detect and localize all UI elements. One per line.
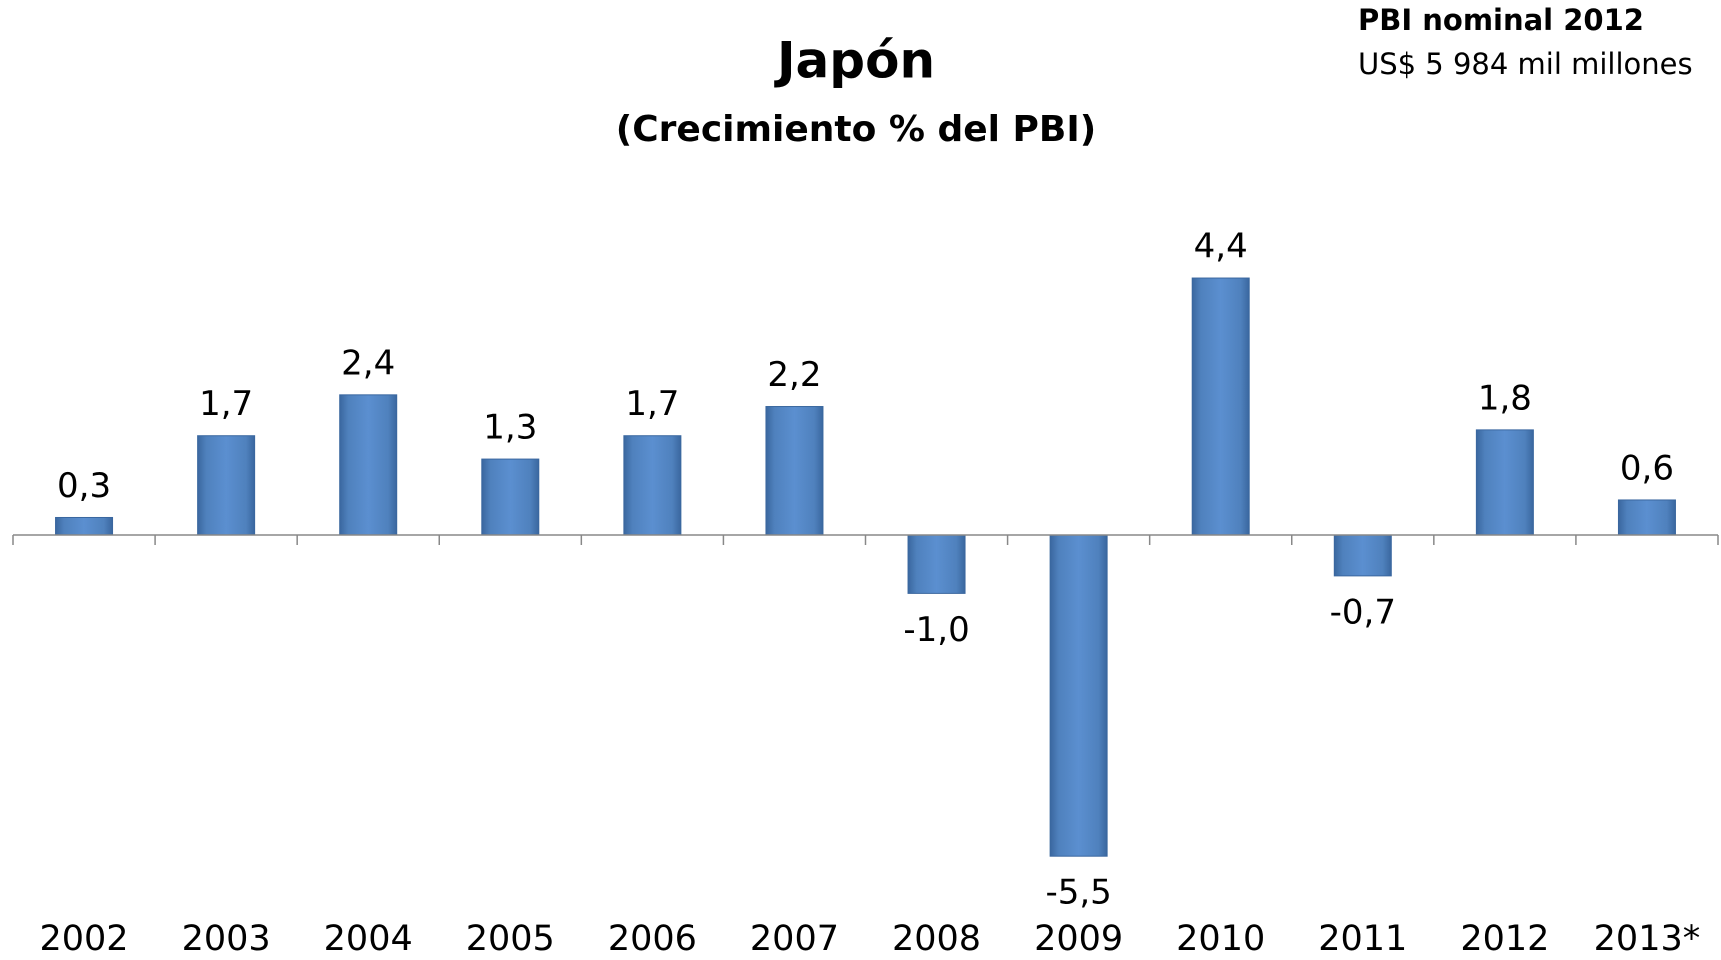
x-tick-label: 2012 (1460, 919, 1549, 959)
bar (1191, 277, 1250, 536)
value-label: 1,7 (199, 384, 253, 424)
value-label: 2,2 (767, 355, 821, 395)
x-tick-label: 2010 (1176, 919, 1265, 959)
annotation: PBI nominal 2012 (1358, 3, 1644, 37)
x-tick-label: 2008 (892, 919, 981, 959)
bar (55, 516, 114, 536)
bar (481, 458, 540, 536)
value-label: 0,3 (57, 466, 111, 506)
value-label: 2,4 (341, 343, 395, 383)
bar (339, 394, 398, 536)
bar (197, 435, 256, 536)
x-tick-label: 2004 (324, 919, 413, 959)
chart-subtitle: (Crecimiento % del PBI) (616, 109, 1096, 150)
annotation: US$ 5 984 mil millones (1358, 47, 1693, 81)
chart-title: Japón (774, 32, 935, 90)
bar (1333, 534, 1392, 577)
bar (1475, 429, 1534, 536)
value-label: -0,7 (1330, 592, 1396, 632)
bar (765, 406, 824, 536)
value-label: 0,6 (1620, 448, 1674, 488)
bar (907, 534, 966, 594)
x-tick-label: 2007 (750, 919, 839, 959)
bar (1049, 534, 1108, 857)
x-tick-label: 2005 (466, 919, 555, 959)
x-tick-label: 2013* (1594, 919, 1701, 959)
x-tick-label: 2009 (1034, 919, 1123, 959)
value-label: 1,3 (483, 408, 537, 448)
value-label: 1,7 (625, 384, 679, 424)
bar (623, 435, 682, 536)
bar (1617, 499, 1676, 536)
x-tick-label: 2002 (40, 919, 129, 959)
value-label: 4,4 (1194, 227, 1248, 267)
x-tick-label: 2011 (1318, 919, 1407, 959)
value-label: 1,8 (1478, 378, 1532, 418)
x-tick-label: 2006 (608, 919, 697, 959)
value-label: -5,5 (1045, 873, 1111, 913)
x-tick-label: 2003 (182, 919, 271, 959)
value-label: -1,0 (903, 610, 969, 650)
